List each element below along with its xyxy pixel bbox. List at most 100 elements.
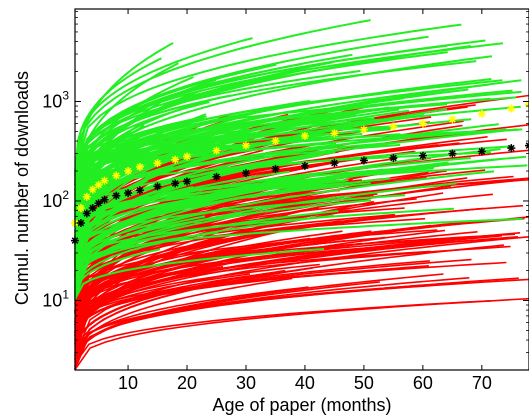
paper-curve (74, 182, 457, 299)
series-0-point (88, 185, 97, 194)
series-1-point (88, 204, 97, 212)
paper-curve (74, 129, 153, 250)
x-axis-title: Age of paper (months) (212, 395, 391, 415)
x-tick-label: 20 (177, 373, 197, 393)
paper-curve (74, 35, 429, 186)
series-1-point (359, 156, 368, 165)
series-0-point (183, 152, 191, 161)
x-tick-label: 50 (354, 373, 374, 393)
series-1-point (183, 177, 191, 186)
series-0-point (171, 155, 180, 164)
paper-curve (74, 55, 493, 209)
series-0-point (330, 129, 339, 138)
series-0-point (448, 115, 457, 124)
paper-curve (74, 277, 293, 370)
series-1-point (100, 195, 109, 204)
y-axis-title: Cumul. number of downloads (12, 71, 32, 305)
paper-curve (74, 286, 309, 362)
series-0-point (389, 122, 398, 131)
paper-curve (74, 214, 396, 327)
paper-curve (74, 278, 231, 360)
series-0-point (525, 100, 529, 109)
paper-curve (74, 42, 174, 196)
series-1-point (389, 154, 398, 162)
x-tick-label: 60 (413, 373, 433, 393)
series-1-point (171, 179, 180, 188)
series-1-point (300, 161, 309, 170)
paper-curve (74, 248, 325, 300)
series-0-point (124, 167, 133, 175)
paper-curve (74, 230, 343, 334)
paper-curve (74, 277, 519, 363)
series-1-point (418, 151, 427, 160)
series-1-point (477, 147, 486, 156)
paper-curve (74, 179, 529, 264)
paper-curve (74, 51, 448, 184)
paper-curve (74, 108, 448, 269)
series-1-point (330, 159, 339, 168)
series-1-point (124, 189, 133, 198)
series-1-point (82, 209, 91, 218)
series-0-point (418, 119, 427, 128)
x-tick-label: 40 (295, 373, 315, 393)
paper-curve (74, 108, 383, 233)
paper-curve (74, 207, 405, 271)
series-1-point (112, 191, 121, 200)
paper-curve (74, 62, 303, 186)
x-tick-label: 10 (118, 373, 138, 393)
series-0-point (94, 180, 103, 189)
x-tick-label: 70 (472, 373, 492, 393)
paper-curve (74, 170, 495, 295)
series-1-point (94, 199, 103, 208)
plot-frame (74, 8, 529, 371)
paper-curve (74, 19, 371, 176)
paper-curve (74, 103, 386, 176)
y-tick-label: 101 (42, 287, 69, 310)
paper-curve (74, 23, 462, 173)
series-1-point (271, 164, 280, 173)
paper-curve-bundles (74, 19, 529, 371)
series-0-point (100, 176, 109, 185)
paper-curve (74, 194, 256, 296)
paper-curve (74, 57, 162, 177)
paper-curve (74, 96, 517, 192)
paper-curve (74, 79, 503, 203)
paper-curve (74, 226, 299, 370)
series-0-point (112, 171, 121, 180)
paper-curve (74, 210, 339, 292)
series-1-point (448, 149, 457, 158)
paper-curve (74, 62, 179, 212)
paper-curve (74, 145, 513, 228)
paper-curve (74, 151, 336, 253)
series-0-point (300, 132, 309, 140)
paper-curve (74, 240, 450, 326)
paper-curve (74, 215, 206, 286)
series-0-point (82, 192, 91, 201)
paper-curve (74, 128, 523, 203)
series-0-point (76, 204, 85, 212)
series-0-point (271, 137, 280, 146)
paper-curve (74, 241, 448, 346)
paper-curve (74, 183, 323, 282)
paper-curve (74, 231, 219, 287)
y-tick-label: 102 (42, 188, 69, 211)
series-0-point (153, 159, 162, 168)
paper-curve (74, 277, 470, 366)
series-0-point (212, 146, 221, 155)
paper-curve (74, 45, 472, 201)
series-1-point (507, 144, 516, 153)
paper-curve (74, 267, 313, 368)
paper-curve (74, 39, 486, 183)
series-0-point (477, 109, 486, 118)
series-1-point (135, 186, 144, 195)
x-tick-label: 30 (236, 373, 256, 393)
x-axis: 10 20 30 40 50 60 70 (118, 9, 492, 393)
paper-curve (74, 37, 253, 172)
paper-curve (74, 105, 521, 221)
paper-curve (74, 158, 287, 274)
paper-curve (74, 168, 383, 282)
series-1-point (153, 182, 162, 191)
series-0-point (135, 162, 144, 171)
y-axis: 101 102 103 (42, 11, 529, 371)
series-1-point (242, 169, 250, 178)
